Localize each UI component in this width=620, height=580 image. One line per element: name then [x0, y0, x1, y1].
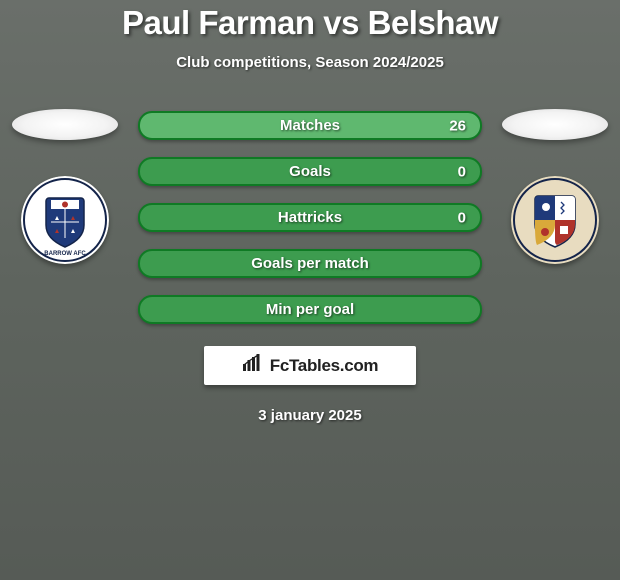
page-title: Paul Farman vs Belshaw	[122, 4, 498, 42]
stat-value-right: 26	[449, 117, 466, 134]
root-container: Paul Farman vs Belshaw Club competitions…	[0, 0, 620, 424]
main-row: BARROW AFC Matches26Goals0Hattricks0Goal…	[0, 109, 620, 324]
stat-bar: Goals 0	[138, 157, 482, 186]
stat-label: Matches	[280, 117, 340, 134]
stat-bar: Matches 26	[138, 111, 482, 140]
player-avatar-right	[502, 109, 608, 140]
date-text: 3 january 2025	[258, 407, 361, 424]
right-column	[500, 109, 610, 264]
club-crest-right	[511, 176, 599, 264]
branding-chart-icon	[242, 354, 264, 377]
stat-value-right: 0	[458, 209, 466, 226]
stat-label: Goals	[289, 163, 331, 180]
club-crest-left: BARROW AFC	[21, 176, 109, 264]
stat-label: Min per goal	[266, 301, 354, 318]
stat-bar: Hattricks 0	[138, 203, 482, 232]
stats-bars: Matches 26 Goals 0 Hattricks 0 Goals per match…	[138, 109, 482, 324]
stat-label: Hattricks	[278, 209, 342, 226]
branding-text: FcTables.com	[270, 356, 379, 376]
svg-text:BARROW AFC: BARROW AFC	[44, 251, 86, 257]
page-subtitle: Club competitions, Season 2024/2025	[176, 54, 444, 71]
stat-label: Goals per match	[251, 255, 369, 272]
stat-bar: Goals per match	[138, 249, 482, 278]
left-column: BARROW AFC	[10, 109, 120, 264]
branding-box: FcTables.com	[204, 346, 416, 385]
stat-value-right: 0	[458, 163, 466, 180]
stat-bar: Min per goal	[138, 295, 482, 324]
player-avatar-left	[12, 109, 118, 140]
